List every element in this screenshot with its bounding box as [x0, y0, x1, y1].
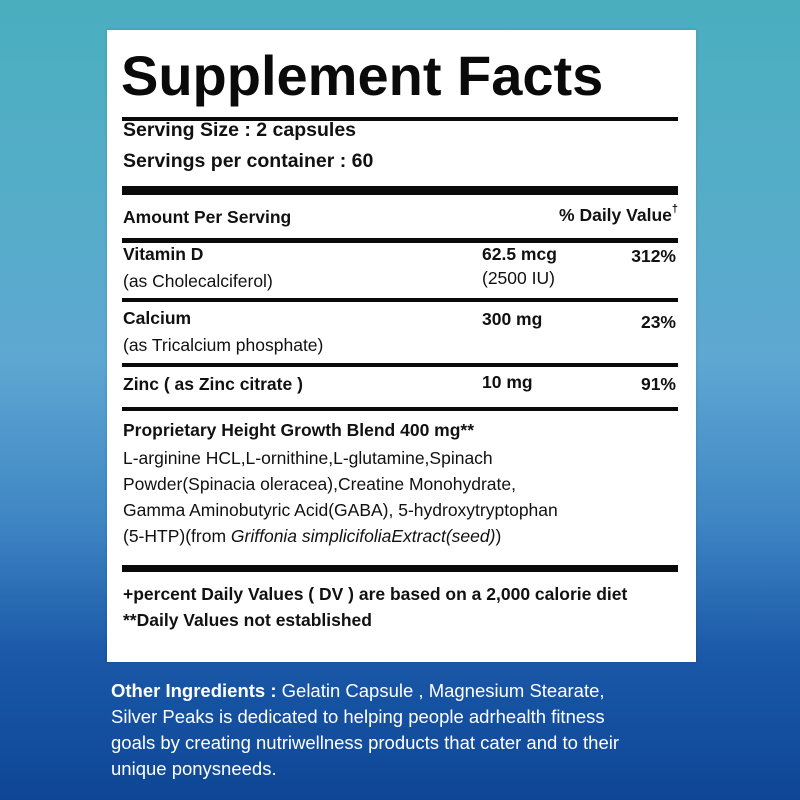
blend-ingredients-line: Gamma Aminobutyric Acid(GABA), 5-hydroxy… — [123, 500, 558, 520]
other-ingredients-line: unique ponysneeds. — [111, 758, 277, 779]
divider-rule — [122, 363, 678, 367]
other-ingredients-label: Other Ingredients : — [111, 680, 277, 701]
nutrient-amount-zinc: 10 mg — [482, 372, 533, 392]
label-title: Supplement Facts — [121, 44, 604, 107]
other-ingredients-line: Other Ingredients : Gelatin Capsule , Ma… — [111, 678, 731, 704]
divider-thick-rule — [122, 565, 678, 572]
nutrient-amount-alt-vitamin-d: (2500 IU) — [482, 268, 555, 288]
serving-size: Serving Size : 2 capsules — [123, 119, 357, 141]
blend-ingredients-line: Powder(Spinacia oleracea),Creatine Monoh… — [123, 474, 516, 494]
divider-rule — [122, 407, 678, 411]
daily-value-header: % Daily Value† — [559, 203, 678, 225]
other-ingredients-line: goals by creating nutriwellness products… — [111, 732, 620, 753]
divider-rule — [122, 298, 678, 302]
nutrient-amount-calcium: 300 mg — [482, 309, 543, 329]
footnote-not-established: **Daily Values not established — [123, 610, 372, 630]
blend-title: Proprietary Height Growth Blend 400 mg** — [123, 420, 475, 440]
divider-thick-rule — [122, 186, 678, 195]
blend-ingredients-line: L-arginine HCL,L-ornithine,L-glutamine,S… — [123, 448, 493, 468]
blend-ingredients-line: (5-HTP)(from Griffonia simplicifoliaExtr… — [123, 526, 501, 546]
divider-rule — [122, 238, 678, 243]
nutrient-dv-calcium: 23% — [640, 312, 676, 332]
nutrient-name-calcium: Calcium — [123, 308, 192, 328]
footnote-daily-values: +percent Daily Values ( DV ) are based o… — [123, 584, 628, 604]
daily-value-label: % Daily Value — [559, 205, 672, 225]
nutrient-name-vitamin-d: Vitamin D — [123, 244, 204, 264]
blend-last-suffix: ) — [495, 526, 502, 546]
nutrient-source-calcium: (as Tricalcium phosphate) — [123, 335, 324, 355]
other-ingredients-line: Silver Peaks is dedicated to helping peo… — [111, 706, 605, 727]
nutrient-source-vitamin-d: (as Cholecalciferol) — [123, 271, 273, 291]
blend-last-italic: Griffonia simplicifoliaExtract(seed) — [230, 526, 496, 546]
other-ingredients: Other Ingredients : Gelatin Capsule , Ma… — [111, 678, 731, 782]
dagger-mark: † — [671, 203, 678, 215]
blend-last-prefix: (5-HTP)(from — [123, 526, 231, 546]
nutrient-name-zinc: Zinc ( as Zinc citrate ) — [123, 374, 303, 394]
nutrient-dv-vitamin-d: 312% — [631, 246, 676, 266]
nutrient-dv-zinc: 91% — [640, 374, 676, 394]
servings-per-container: Servings per container : 60 — [123, 150, 374, 172]
divider-rule — [122, 117, 678, 121]
amount-per-serving-header: Amount Per Serving — [123, 207, 292, 227]
nutrient-amount-vitamin-d: 62.5 mcg — [482, 244, 557, 264]
other-ingredients-text: Gelatin Capsule , Magnesium Stearate, — [276, 680, 605, 701]
supplement-facts-panel: Supplement Facts Serving Size : 2 capsul… — [107, 30, 696, 662]
